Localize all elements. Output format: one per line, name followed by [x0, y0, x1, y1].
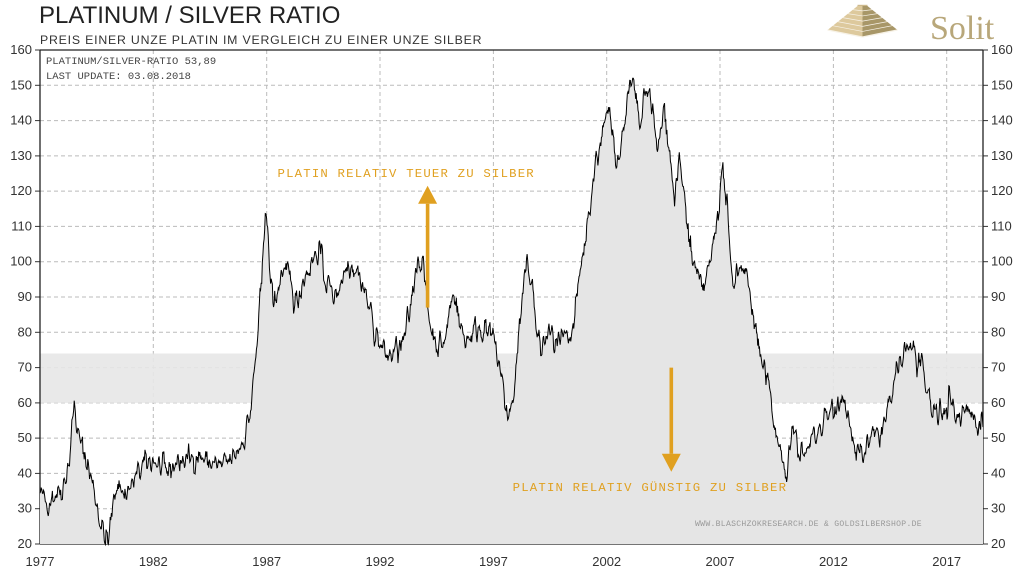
svg-text:100: 100: [991, 254, 1013, 269]
svg-text:60: 60: [991, 395, 1005, 410]
svg-text:130: 130: [10, 148, 32, 163]
svg-text:130: 130: [991, 148, 1013, 163]
svg-text:1997: 1997: [479, 554, 508, 569]
svg-text:40: 40: [18, 465, 32, 480]
svg-text:50: 50: [991, 430, 1005, 445]
svg-text:PLATIN RELATIV TEUER ZU SI: PLATIN RELATIV TEUER ZU SILBER: [278, 167, 535, 181]
svg-text:80: 80: [18, 324, 32, 339]
svg-text:50: 50: [18, 430, 32, 445]
svg-text:160: 160: [991, 42, 1013, 57]
svg-text:2012: 2012: [819, 554, 848, 569]
svg-text:150: 150: [10, 77, 32, 92]
svg-text:1977: 1977: [26, 554, 55, 569]
svg-text:90: 90: [991, 289, 1005, 304]
svg-text:140: 140: [991, 113, 1013, 128]
svg-text:120: 120: [10, 183, 32, 198]
svg-text:1982: 1982: [139, 554, 168, 569]
svg-text:2017: 2017: [932, 554, 961, 569]
svg-text:PLATIN RELATIV GÜNSTIG ZU: PLATIN RELATIV GÜNSTIG ZU SILBER: [513, 481, 788, 495]
svg-text:20: 20: [991, 536, 1005, 551]
svg-text:100: 100: [10, 254, 32, 269]
svg-text:40: 40: [991, 465, 1005, 480]
svg-text:30: 30: [18, 501, 32, 516]
svg-text:110: 110: [991, 218, 1012, 233]
svg-text:160: 160: [10, 42, 32, 57]
svg-text:120: 120: [991, 183, 1013, 198]
svg-text:2007: 2007: [706, 554, 735, 569]
svg-text:110: 110: [11, 218, 32, 233]
svg-text:2002: 2002: [592, 554, 621, 569]
svg-text:80: 80: [991, 324, 1005, 339]
svg-text:60: 60: [18, 395, 32, 410]
svg-text:1992: 1992: [366, 554, 395, 569]
svg-text:1987: 1987: [252, 554, 281, 569]
svg-text:70: 70: [991, 360, 1005, 375]
svg-text:30: 30: [991, 501, 1005, 516]
svg-text:90: 90: [18, 289, 32, 304]
svg-text:150: 150: [991, 77, 1013, 92]
svg-text:20: 20: [18, 536, 32, 551]
svg-text:140: 140: [10, 113, 32, 128]
svg-text:70: 70: [18, 360, 32, 375]
